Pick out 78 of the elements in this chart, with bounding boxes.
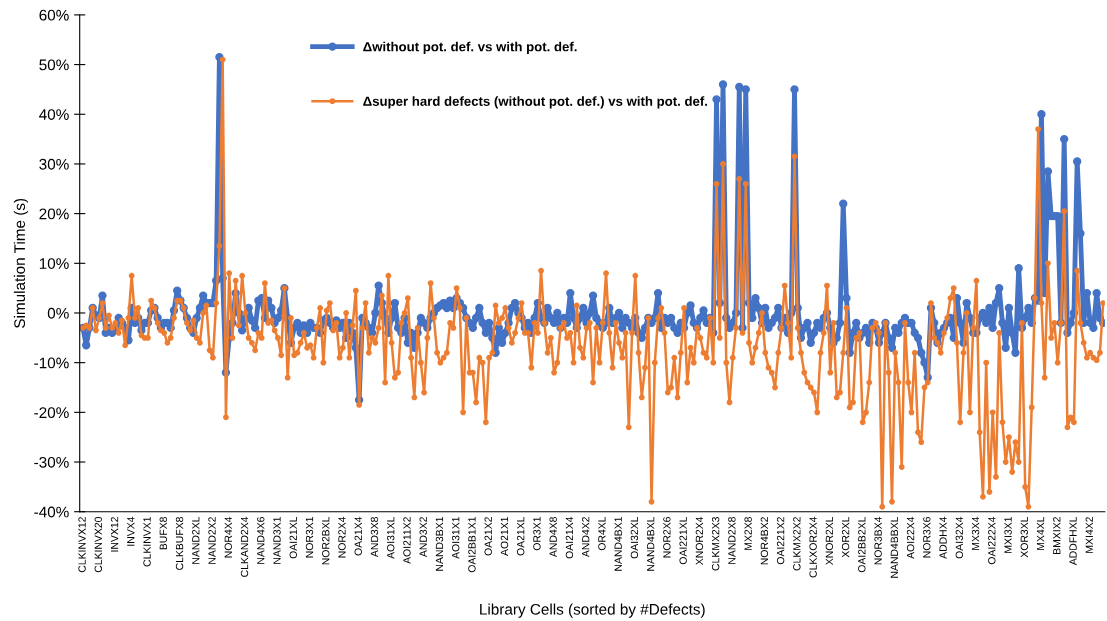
x-tick-label: OAI2BB1X1 bbox=[468, 517, 476, 573]
x-tick-label: OAI2BB2XL bbox=[858, 516, 866, 573]
x-tick-label: INVX12 bbox=[110, 517, 119, 552]
legend-label: Δsuper hard defects (without pot. def.) vs with pot. def. bbox=[363, 96, 708, 109]
y-tick-label: 30% bbox=[39, 158, 69, 170]
x-tick-label: CLKXOR2X4 bbox=[809, 516, 817, 578]
x-tick-label: NAND4BBXL bbox=[890, 516, 898, 578]
x-tick-label: NAND2X2 bbox=[208, 517, 216, 564]
x-tick-label: CLKINVX12 bbox=[78, 517, 86, 573]
x-tick-label: NOR3X1 bbox=[305, 517, 314, 558]
x-tick-label: NAND4X6 bbox=[257, 517, 265, 564]
x-tick-label: CLKINVX20 bbox=[94, 516, 102, 573]
y-tick-label: 10% bbox=[39, 258, 69, 269]
x-tick-label: OAI32XL bbox=[630, 516, 639, 559]
x-tick-label: AOI31X1 bbox=[452, 517, 460, 559]
x-tick-label: MX2X8 bbox=[744, 517, 752, 550]
x-tick-label: NOR2X4 bbox=[338, 516, 346, 558]
x-tick-label: ADDFHXL bbox=[1069, 516, 1077, 566]
x-tick-label: AOI31XL bbox=[387, 516, 395, 559]
x-tick-label: CLKBUFX8 bbox=[175, 517, 184, 570]
x-tick-label: OAI221X2 bbox=[776, 517, 785, 565]
x-tick-label: XNOR2X4 bbox=[695, 516, 704, 565]
x-tick-label: OAI222X4 bbox=[988, 516, 996, 565]
x-tick-label: XNOR2XL bbox=[825, 516, 834, 565]
x-tick-label: OAI221XL bbox=[679, 516, 687, 565]
x-tick-label: OR4XL bbox=[598, 516, 606, 551]
x-tick-label: NOR4BX2 bbox=[760, 517, 769, 565]
x-tick-label: XOR2XL bbox=[841, 516, 850, 558]
x-tick-label: AND3X2 bbox=[419, 517, 427, 558]
x-tick-label: NAND2X8 bbox=[728, 517, 736, 564]
x-tick-label: NAND3X1 bbox=[273, 517, 281, 564]
legend-label: Δwithout pot. def. vs with pot. def. bbox=[363, 41, 577, 54]
x-tick-label: MX4XL bbox=[1036, 516, 1045, 550]
x-tick-label: BUFX8 bbox=[159, 517, 167, 550]
x-axis-title: Library Cells (sorted by #Defects) bbox=[480, 603, 705, 618]
x-tick-label: NAND2XL bbox=[192, 516, 200, 564]
y-tick-label: 60% bbox=[39, 9, 69, 21]
x-tick-label: MXI3X1 bbox=[1004, 517, 1012, 553]
x-tick-label: NOR3BX4 bbox=[874, 516, 882, 565]
y-tick-label: 0% bbox=[47, 307, 69, 319]
y-tick-label: 40% bbox=[39, 109, 69, 120]
x-tick-label: OR3X1 bbox=[533, 517, 541, 551]
x-tick-label: CLKMX2X2 bbox=[793, 517, 801, 571]
x-tick-label: CLKMX2X3 bbox=[711, 517, 720, 571]
x-tick-label: MXI4X2 bbox=[1085, 517, 1093, 553]
x-tick-label: AND4X2 bbox=[581, 517, 590, 558]
x-tick-label: AND3X8 bbox=[370, 517, 379, 558]
x-tick-label: NAND4BX1 bbox=[614, 517, 622, 571]
x-tick-label: AOI22X4 bbox=[906, 516, 915, 559]
x-tick-label: CLKAND2X4 bbox=[240, 516, 249, 577]
x-tick-label: AO21X1 bbox=[500, 517, 509, 556]
x-tick-label: AOI211X2 bbox=[403, 517, 411, 564]
y-tick-label: -40% bbox=[34, 506, 69, 518]
x-tick-label: CLKINVX1 bbox=[143, 517, 151, 567]
x-tick-label: NOR2BXL bbox=[322, 516, 330, 565]
y-tick-label: -10% bbox=[34, 357, 69, 369]
x-tick-label: OA21X4 bbox=[354, 516, 362, 556]
y-tick-label: -20% bbox=[34, 407, 69, 419]
x-tick-label: NOR2X6 bbox=[663, 517, 671, 558]
x-tick-label: OAI21X4 bbox=[565, 516, 574, 559]
x-tick-label: NAND3BX1 bbox=[435, 517, 444, 571]
x-tick-label: NOR4X4 bbox=[224, 516, 232, 558]
x-tick-label: OA21X2 bbox=[484, 517, 492, 556]
x-tick-label: XOR3XL bbox=[1020, 516, 1028, 558]
x-tick-label: INVX4 bbox=[127, 516, 135, 546]
x-tick-label: NOR3X6 bbox=[923, 517, 931, 558]
y-tick-label: -30% bbox=[34, 456, 69, 468]
x-tick-label: OAI21XL bbox=[289, 516, 297, 559]
x-tick-label: ADDHX4 bbox=[939, 516, 947, 559]
y-tick-label: 20% bbox=[39, 208, 69, 220]
x-tick-label: MX3X4 bbox=[971, 516, 980, 550]
x-tick-label: OAI32X4 bbox=[955, 516, 963, 559]
x-tick-label: NAND4BXL bbox=[647, 516, 655, 571]
x-tick-label: AND4X8 bbox=[549, 517, 557, 558]
x-tick-label: OA21XL bbox=[517, 516, 525, 556]
x-tick-label: BMXIX2 bbox=[1053, 517, 1061, 554]
y-axis-title: Simulation Time (s) bbox=[13, 198, 29, 328]
y-tick-label: 50% bbox=[39, 59, 69, 71]
